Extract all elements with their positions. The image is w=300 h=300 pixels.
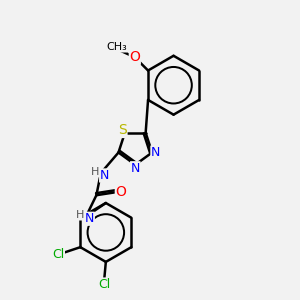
Text: S: S [118, 123, 127, 137]
Text: N: N [100, 169, 109, 182]
Text: O: O [129, 50, 140, 64]
Text: H: H [76, 210, 85, 220]
Text: N: N [85, 212, 94, 225]
Text: Cl: Cl [52, 248, 64, 261]
Text: O: O [116, 185, 126, 199]
Text: N: N [130, 162, 140, 175]
Text: Cl: Cl [98, 278, 110, 291]
Text: H: H [91, 167, 99, 177]
Text: CH₃: CH₃ [106, 42, 127, 52]
Text: N: N [151, 146, 160, 159]
